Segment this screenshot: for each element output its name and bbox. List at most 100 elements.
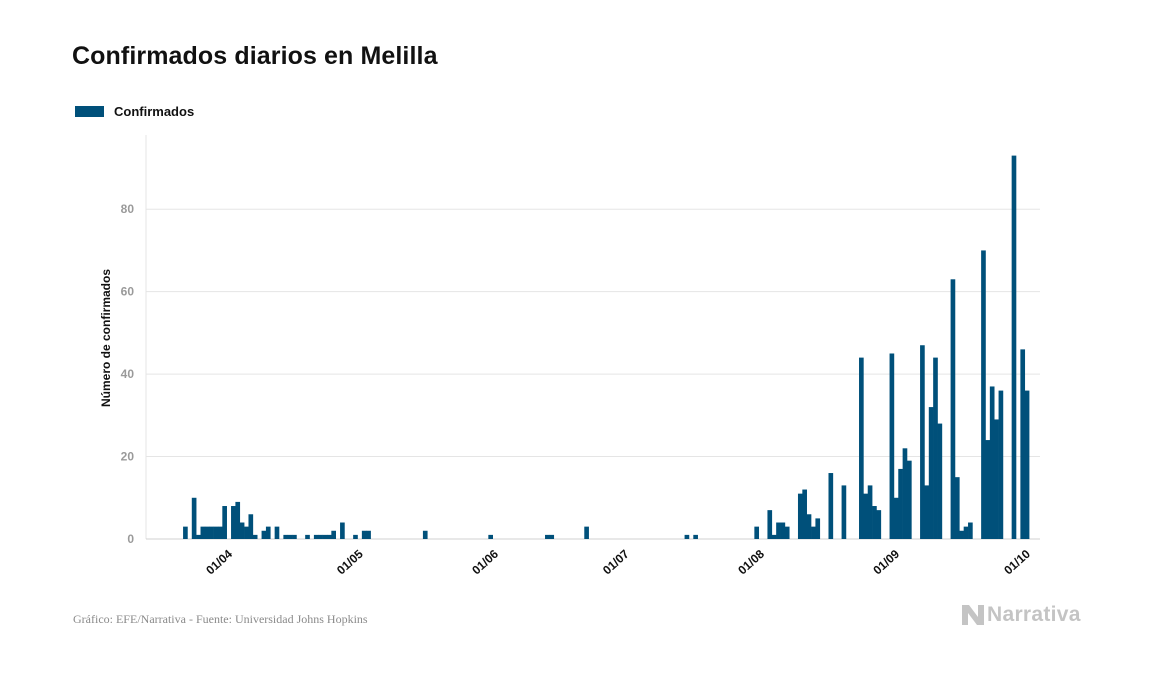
- x-tick-label: 01/05: [334, 547, 366, 578]
- bar: [867, 485, 873, 539]
- bar: [780, 522, 786, 539]
- bar: [959, 530, 964, 539]
- bar: [331, 530, 336, 539]
- y-tick-label: 60: [121, 285, 135, 299]
- y-axis-label: Número de confirmados: [99, 269, 113, 407]
- bar: [261, 530, 267, 539]
- bar: [1011, 155, 1017, 540]
- bar: [191, 497, 197, 539]
- bar: [322, 534, 328, 539]
- bar: [981, 250, 986, 539]
- bar: [771, 534, 777, 539]
- narrativa-logo-icon: [962, 605, 984, 625]
- bar: [252, 534, 258, 539]
- bar: [863, 493, 869, 539]
- bar: [933, 357, 938, 539]
- bar: [754, 526, 760, 539]
- bar: [898, 468, 903, 539]
- bar: [265, 526, 271, 539]
- bar: [872, 506, 877, 539]
- bar: [292, 534, 297, 539]
- bar: [859, 357, 864, 539]
- footer-source: Gráfico: EFE/Narrativa - Fuente: Univers…: [73, 612, 368, 626]
- bar: [287, 534, 293, 539]
- bar: [283, 534, 289, 539]
- bar: [828, 473, 834, 539]
- bar: [950, 279, 956, 539]
- bar: [361, 530, 367, 539]
- bar: [797, 493, 803, 539]
- bar: [217, 526, 223, 539]
- bar: [318, 534, 323, 539]
- bar: [902, 448, 908, 539]
- legend-label: Confirmados: [114, 104, 195, 119]
- bar: [684, 534, 690, 539]
- bar: [1020, 349, 1026, 539]
- y-tick-label: 80: [121, 202, 135, 216]
- bar: [985, 440, 991, 539]
- bar: [235, 501, 241, 539]
- bar: [924, 485, 930, 539]
- bar: [920, 345, 925, 539]
- x-tick-label: 01/10: [1001, 547, 1033, 578]
- bar: [784, 526, 790, 539]
- bar: [811, 526, 816, 539]
- bar: [340, 522, 345, 539]
- x-tick-label: 01/08: [735, 547, 767, 578]
- bar: [893, 497, 899, 539]
- bar: [928, 407, 934, 539]
- x-tick-label: 01/09: [870, 547, 902, 578]
- bar: [963, 526, 969, 539]
- bars: [183, 155, 1030, 540]
- bar: [231, 506, 236, 539]
- bar: [196, 534, 201, 539]
- bar: [305, 534, 310, 539]
- bar: [549, 534, 555, 539]
- bar: [183, 526, 188, 539]
- bar: [545, 534, 550, 539]
- bar: [313, 534, 319, 539]
- x-tick-label: 01/04: [203, 547, 235, 578]
- bar: [200, 526, 206, 539]
- y-tick-label: 20: [121, 450, 135, 464]
- y-tick-label: 40: [121, 367, 135, 381]
- bar: [222, 506, 227, 539]
- legend: Confirmados: [75, 104, 194, 119]
- bar: [239, 522, 245, 539]
- bar: [584, 526, 589, 539]
- bar: [209, 526, 214, 539]
- bar: [204, 526, 210, 539]
- bar: [274, 526, 280, 539]
- narrativa-logo-text: Narrativa: [987, 603, 1081, 626]
- y-tick-labels: 0 20 40 60 80: [121, 202, 135, 546]
- bar: [776, 522, 781, 539]
- bar: [802, 489, 807, 539]
- bar: [767, 510, 773, 539]
- bar: [213, 526, 219, 539]
- bar: [989, 386, 995, 539]
- bar: [998, 390, 1004, 539]
- bar: [422, 530, 428, 539]
- chart-title: Confirmados diarios en Melilla: [72, 42, 438, 70]
- x-tick-label: 01/06: [469, 547, 501, 578]
- bar: [693, 534, 698, 539]
- bar: [244, 526, 249, 539]
- bar: [806, 514, 812, 539]
- bar: [889, 353, 895, 539]
- bar: [954, 477, 960, 539]
- bar: [326, 534, 332, 539]
- bar: [994, 419, 999, 539]
- x-tick-labels: 01/04 01/05 01/06 01/07 01/08 01/09 01/10: [203, 547, 1033, 578]
- narrativa-logo: Narrativa: [962, 603, 1081, 627]
- y-tick-label: 0: [127, 532, 134, 546]
- bar: [937, 423, 943, 539]
- bar: [815, 518, 821, 539]
- legend-swatch: [75, 106, 104, 117]
- bar: [353, 534, 358, 539]
- bar: [968, 522, 973, 539]
- bar: [1024, 390, 1030, 539]
- bar: [841, 485, 847, 539]
- bar: [906, 460, 912, 539]
- bar: [248, 514, 254, 539]
